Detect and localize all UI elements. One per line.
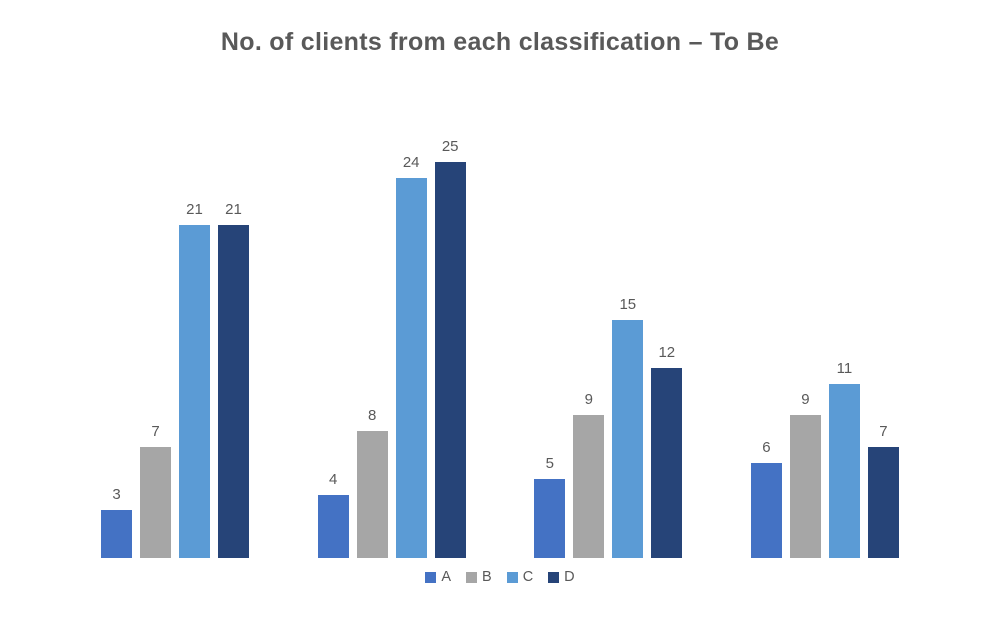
bar-value-label: 15 bbox=[619, 296, 637, 314]
bar-series-B-group-4: 9 bbox=[789, 391, 821, 558]
bar-series-B-group-2: 8 bbox=[356, 407, 388, 558]
legend-item-B: B bbox=[466, 569, 492, 585]
bar-group-2: 4 8 24 25 bbox=[317, 138, 466, 558]
bar-series-B-group-1: 7 bbox=[140, 423, 171, 558]
bar-series-A-group-1: 3 bbox=[101, 486, 132, 558]
bar-series-C-group-3: 15 bbox=[612, 296, 644, 558]
legend-item-D: D bbox=[548, 569, 575, 585]
legend-swatch-icon bbox=[425, 571, 437, 583]
bar-value-label: 11 bbox=[836, 359, 853, 377]
bar-value-label: 9 bbox=[801, 391, 810, 409]
bar-group-1: 3 7 21 21 bbox=[101, 162, 249, 558]
bar-value-label: 5 bbox=[545, 454, 554, 472]
bar-value-label: 21 bbox=[186, 201, 203, 219]
bar-group-4: 6 9 11 7 bbox=[750, 162, 899, 558]
bar-series-D-group-1: 21 bbox=[218, 201, 249, 558]
bar-series-B-group-3: 9 bbox=[573, 391, 605, 558]
bar-value-label: 4 bbox=[328, 470, 338, 488]
legend-swatch-icon bbox=[506, 571, 518, 583]
legend-swatch-icon bbox=[466, 571, 478, 583]
bar-value-label: 3 bbox=[112, 486, 121, 504]
plot-area: 3 7 21 21 4 8 24 25 5 9 15 12 6 9 11 7 bbox=[101, 138, 899, 558]
legend-item-A: A bbox=[425, 569, 451, 585]
bar-value-label: 24 bbox=[402, 153, 420, 171]
bar-series-A-group-4: 6 bbox=[750, 439, 782, 558]
bar-value-label: 25 bbox=[441, 138, 459, 155]
legend-label: B bbox=[482, 569, 492, 585]
bar-series-D-group-4: 7 bbox=[867, 423, 899, 558]
legend: A B C D bbox=[0, 569, 1000, 585]
legend-label: D bbox=[564, 569, 575, 585]
legend-swatch-icon bbox=[548, 571, 560, 583]
bar-group-3: 5 9 15 12 bbox=[534, 162, 683, 558]
bar-value-label: 8 bbox=[367, 407, 377, 425]
bar-series-C-group-2: 24 bbox=[395, 154, 427, 558]
legend-item-C: C bbox=[506, 569, 534, 585]
legend-label: A bbox=[441, 569, 452, 585]
bar-series-D-group-2: 25 bbox=[434, 138, 466, 558]
bar-series-C-group-4: 11 bbox=[828, 360, 860, 558]
legend-label: C bbox=[522, 569, 534, 585]
bar-value-label: 12 bbox=[658, 343, 676, 361]
bar-series-D-group-3: 12 bbox=[651, 344, 683, 558]
bar-series-A-group-3: 5 bbox=[534, 455, 566, 558]
bar-value-label: 7 bbox=[151, 423, 160, 441]
bar-value-label: 6 bbox=[762, 438, 771, 456]
bar-series-A-group-2: 4 bbox=[317, 471, 349, 558]
bar-value-label: 7 bbox=[879, 423, 888, 441]
bar-series-C-group-1: 21 bbox=[179, 201, 210, 558]
bar-value-label: 21 bbox=[225, 201, 242, 219]
bar-value-label: 9 bbox=[584, 391, 593, 409]
chart-title: No. of clients from each classification … bbox=[220, 28, 780, 56]
